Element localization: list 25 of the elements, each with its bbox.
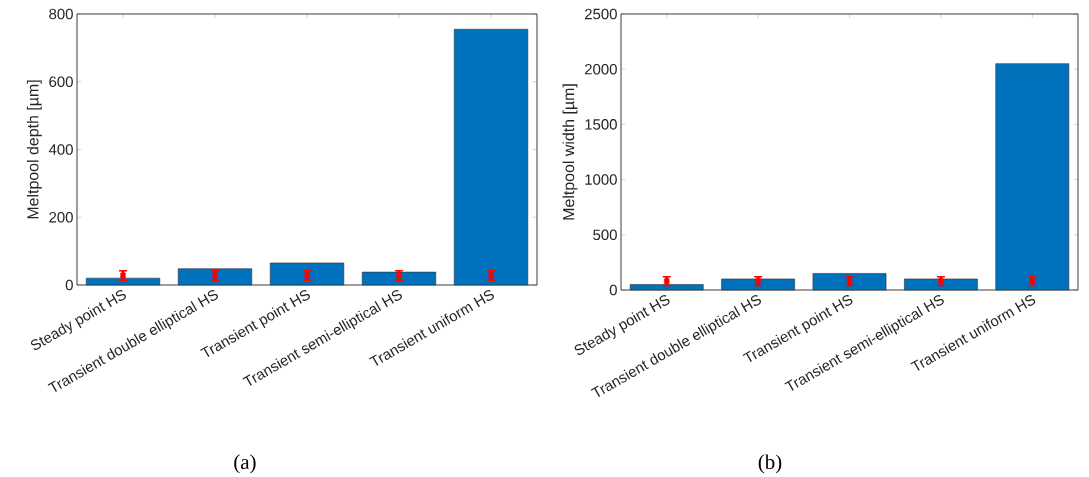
bar xyxy=(721,278,795,291)
y-tick-label: 1000 xyxy=(585,174,617,185)
y-tick-label: 500 xyxy=(593,229,617,241)
y-tick-label: 2500 xyxy=(585,8,617,20)
bar xyxy=(361,271,437,286)
y-tick-label: 1500 xyxy=(585,119,617,130)
y-tick-label: 600 xyxy=(49,76,73,88)
y-tick-label: 200 xyxy=(49,211,73,223)
y-tick-label: 0 xyxy=(65,279,73,291)
text: (a) xyxy=(234,454,256,474)
text: (b) xyxy=(758,454,782,474)
y-tick-label: 400 xyxy=(48,144,73,155)
bar xyxy=(177,268,253,286)
bar xyxy=(812,273,887,291)
bar xyxy=(904,278,978,291)
y-axis-title: Meltpool width [µm] xyxy=(562,84,578,220)
bar xyxy=(995,63,1070,291)
y-axis-title: Meltpool depth [µm] xyxy=(26,80,42,219)
bar xyxy=(629,284,704,291)
y-tick-label: 800 xyxy=(49,8,73,20)
bar xyxy=(269,262,345,286)
y-tick-label: 0 xyxy=(609,284,617,296)
y-tick-label: 2000 xyxy=(585,63,617,75)
bar xyxy=(453,28,529,286)
bar xyxy=(85,277,161,286)
